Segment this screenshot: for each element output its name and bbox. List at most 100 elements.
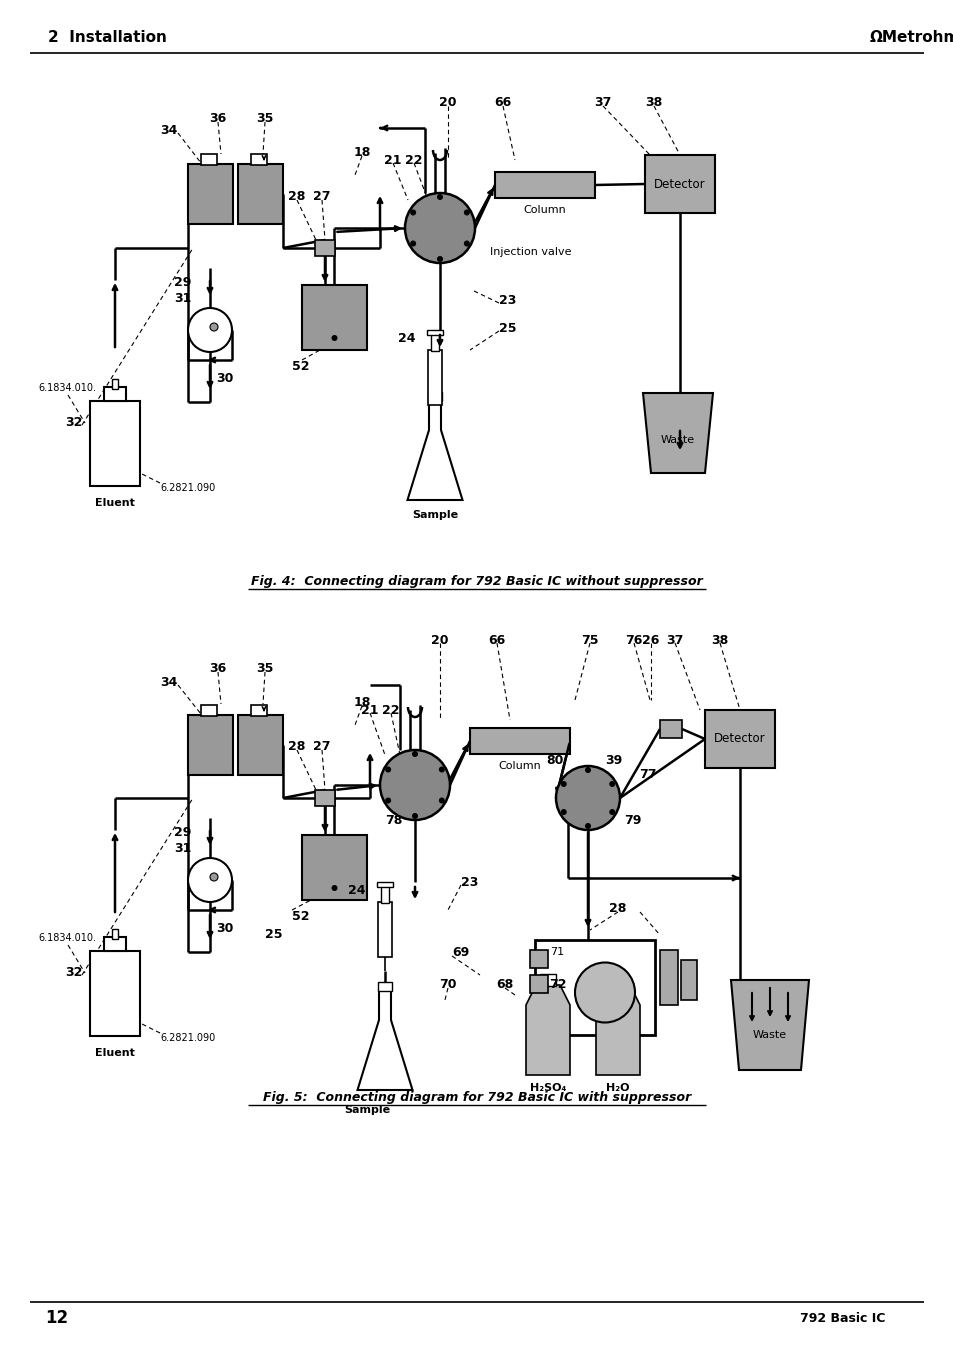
Bar — [428, 392, 441, 401]
Text: 79: 79 — [623, 813, 641, 827]
Text: Injection valve: Injection valve — [490, 247, 571, 257]
Polygon shape — [525, 985, 569, 1075]
Text: 31: 31 — [173, 843, 192, 855]
Bar — [237, 163, 283, 224]
Circle shape — [584, 767, 590, 773]
Bar — [535, 940, 655, 1035]
Bar — [427, 330, 442, 335]
Text: Eluent: Eluent — [95, 499, 134, 508]
Text: 12: 12 — [45, 1309, 68, 1327]
Text: 72: 72 — [549, 978, 566, 992]
Text: 30: 30 — [216, 372, 233, 385]
Circle shape — [412, 813, 417, 819]
Circle shape — [463, 240, 470, 246]
Text: 22: 22 — [405, 154, 422, 166]
Polygon shape — [357, 990, 412, 1090]
Bar — [91, 989, 139, 1035]
Text: 31: 31 — [173, 292, 192, 304]
Text: Column: Column — [498, 761, 540, 771]
Text: 66: 66 — [488, 634, 505, 647]
Text: Fig. 5:  Connecting diagram for 792 Basic IC with suppressor: Fig. 5: Connecting diagram for 792 Basic… — [263, 1092, 690, 1105]
Bar — [377, 902, 392, 957]
Text: 69: 69 — [452, 947, 469, 959]
Circle shape — [584, 823, 590, 830]
Bar — [377, 982, 392, 992]
Text: 20: 20 — [431, 634, 448, 647]
Text: 27: 27 — [313, 189, 331, 203]
Text: 38: 38 — [644, 96, 662, 109]
Bar — [237, 715, 283, 775]
Text: 6.2821.090: 6.2821.090 — [160, 1034, 215, 1043]
Circle shape — [560, 809, 566, 815]
Polygon shape — [730, 979, 808, 1070]
Circle shape — [609, 809, 615, 815]
Text: 28: 28 — [288, 739, 305, 753]
Text: 36: 36 — [209, 662, 227, 674]
Circle shape — [410, 240, 416, 246]
Text: 21: 21 — [361, 704, 378, 716]
Polygon shape — [596, 985, 639, 1075]
Text: Eluent: Eluent — [95, 1048, 134, 1058]
Text: Detector: Detector — [654, 177, 705, 190]
Text: 6.1834.010.: 6.1834.010. — [38, 934, 96, 943]
Bar — [251, 154, 267, 165]
Bar — [91, 439, 139, 485]
Circle shape — [436, 255, 442, 262]
Bar — [539, 974, 556, 986]
Bar — [188, 163, 233, 224]
Circle shape — [331, 335, 337, 340]
Circle shape — [188, 858, 232, 902]
Bar — [659, 720, 681, 738]
Text: 24: 24 — [348, 884, 365, 897]
Polygon shape — [642, 393, 712, 473]
Text: Waste: Waste — [660, 435, 695, 444]
Text: 36: 36 — [209, 112, 227, 124]
Circle shape — [438, 797, 444, 804]
Text: 6.1834.010.: 6.1834.010. — [38, 382, 96, 393]
Text: 34: 34 — [160, 123, 178, 136]
Text: 29: 29 — [173, 276, 192, 289]
Bar — [112, 378, 118, 389]
Text: 29: 29 — [173, 827, 192, 839]
Text: 22: 22 — [382, 704, 399, 716]
Text: ΩMetrohm: ΩMetrohm — [869, 30, 953, 45]
Polygon shape — [407, 400, 462, 500]
Bar — [314, 790, 335, 807]
Text: H₂SO₄: H₂SO₄ — [529, 1084, 565, 1093]
Bar — [201, 705, 216, 716]
Text: 68: 68 — [496, 978, 513, 992]
Text: 6.2821.090: 6.2821.090 — [160, 484, 215, 493]
Text: 70: 70 — [438, 978, 456, 992]
Circle shape — [412, 751, 417, 757]
Text: 37: 37 — [594, 96, 611, 109]
Text: 32: 32 — [66, 416, 83, 430]
Text: 21: 21 — [384, 154, 401, 166]
Text: 18: 18 — [353, 696, 371, 708]
Bar — [302, 835, 367, 900]
Text: Column: Column — [523, 205, 566, 215]
Text: 23: 23 — [460, 875, 477, 889]
Text: 39: 39 — [605, 754, 622, 766]
Text: 35: 35 — [256, 662, 274, 674]
Text: Sample: Sample — [344, 1105, 390, 1115]
Circle shape — [210, 873, 218, 881]
Text: Sample: Sample — [412, 509, 457, 520]
Text: 74: 74 — [597, 978, 614, 992]
Circle shape — [210, 323, 218, 331]
Circle shape — [556, 766, 619, 830]
Text: Waste: Waste — [752, 1029, 786, 1040]
Text: 25: 25 — [498, 322, 516, 335]
Text: 52: 52 — [292, 361, 309, 373]
Bar — [431, 334, 438, 351]
Text: 25: 25 — [265, 928, 282, 942]
Bar — [428, 350, 441, 405]
Text: 27: 27 — [313, 739, 331, 753]
Circle shape — [405, 193, 475, 263]
Bar — [644, 155, 714, 213]
Text: 2  Installation: 2 Installation — [48, 30, 167, 45]
Bar — [90, 951, 140, 1035]
Bar — [704, 711, 774, 767]
Circle shape — [331, 885, 337, 892]
Circle shape — [609, 781, 615, 788]
Bar — [104, 386, 126, 400]
